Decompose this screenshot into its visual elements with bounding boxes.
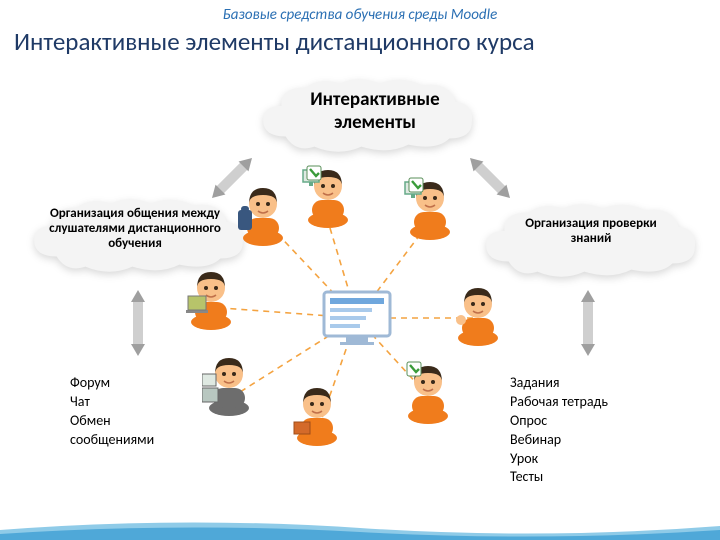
person-icon-2 (450, 282, 505, 347)
person-icon-3 (400, 360, 455, 425)
person-icon-6 (184, 266, 239, 331)
slide-root: { "header": { "subtitle": "Базовые средс… (0, 0, 720, 540)
person-icon-4 (290, 382, 345, 447)
center-screen-icon (322, 290, 392, 346)
person-icon-5 (202, 352, 257, 417)
gray-arrows-layer (0, 0, 720, 540)
person-icon-1 (402, 176, 457, 241)
person-icon-7 (236, 182, 291, 247)
person-icon-0 (300, 164, 355, 229)
footer-wave (0, 516, 720, 540)
